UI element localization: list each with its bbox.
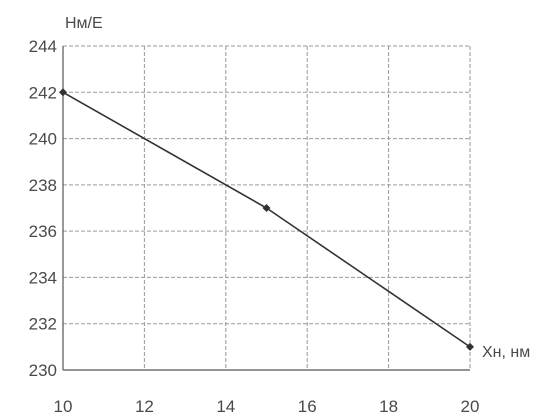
y-tick-label: 242	[29, 83, 57, 102]
x-tick-label: 16	[298, 397, 317, 416]
x-tick-label: 18	[379, 397, 398, 416]
y-tick-label: 238	[29, 176, 57, 195]
data-point	[262, 204, 271, 212]
data-series	[59, 88, 474, 351]
y-tick-label: 236	[29, 222, 57, 241]
y-axis-label: Нм/Е	[65, 15, 103, 32]
series-line	[62, 91, 471, 348]
y-tick-label: 230	[29, 361, 57, 380]
x-tick-label: 10	[54, 397, 73, 416]
y-tick-label: 244	[29, 37, 57, 56]
data-point	[59, 88, 67, 97]
x-axis-label: Xн, нм	[482, 344, 530, 361]
x-tick-label: 12	[135, 397, 154, 416]
x-tick-label: 14	[216, 397, 235, 416]
y-tick-label: 240	[29, 130, 57, 149]
x-tick-labels: 10 12 14 16 18 20	[54, 397, 480, 416]
axes	[62, 46, 470, 371]
y-tick-labels: 230 232 234 236 238 240 242 244	[29, 37, 57, 380]
y-tick-label: 232	[29, 315, 57, 334]
data-point	[466, 342, 474, 351]
x-tick-label: 20	[461, 397, 480, 416]
y-tick-label: 234	[29, 268, 57, 287]
